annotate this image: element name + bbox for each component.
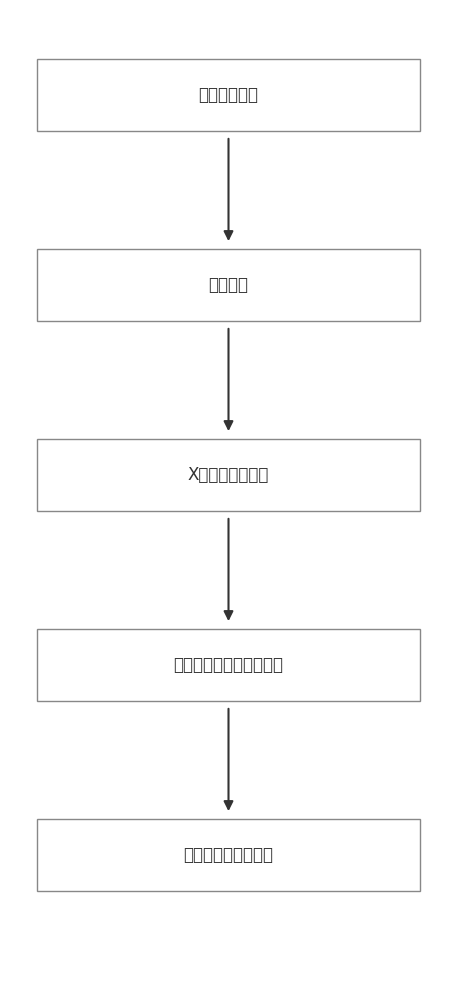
Text: 网络结构权值、阈值寻优: 网络结构权值、阈值寻优 (174, 656, 283, 674)
Text: 主元分析: 主元分析 (208, 276, 249, 294)
FancyBboxPatch shape (37, 629, 420, 701)
FancyBboxPatch shape (37, 59, 420, 131)
FancyBboxPatch shape (37, 439, 420, 511)
FancyBboxPatch shape (37, 819, 420, 891)
FancyBboxPatch shape (37, 249, 420, 321)
Text: 故障信息采集: 故障信息采集 (198, 86, 259, 104)
Text: 故障识别器故障定位: 故障识别器故障定位 (184, 846, 273, 864)
Text: X信息逐云化处理: X信息逐云化处理 (188, 466, 269, 484)
